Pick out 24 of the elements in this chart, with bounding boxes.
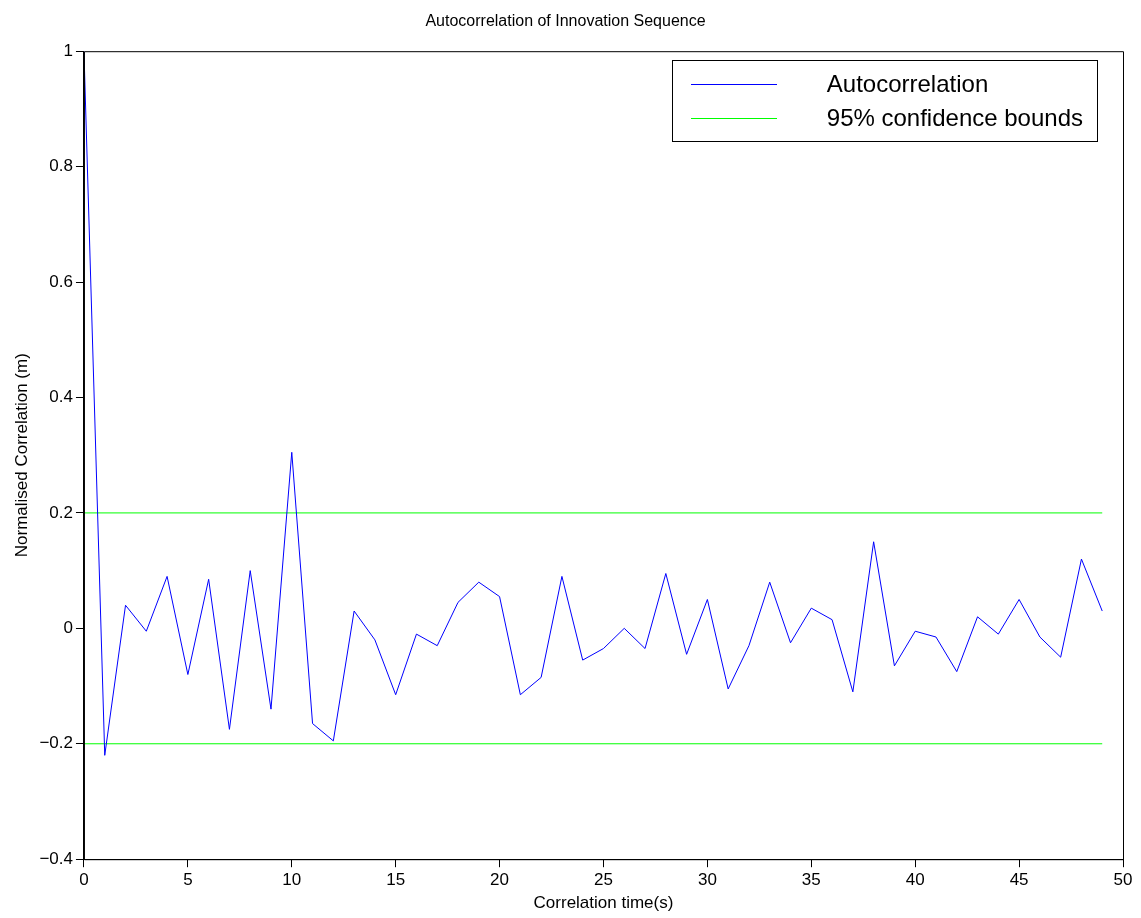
x-tick-label: 50 xyxy=(1113,870,1133,890)
x-tick-label: 35 xyxy=(801,870,821,890)
x-tick-label: 45 xyxy=(1009,870,1029,890)
y-tick-label: 0.8 xyxy=(49,156,73,176)
y-axis-title: Normalised Correlation (m) xyxy=(11,353,31,558)
x-tick-label: 40 xyxy=(905,870,925,890)
x-tick-label: 25 xyxy=(594,870,613,890)
y-tick-label: 0 xyxy=(63,618,73,638)
y-tick-label: −0.4 xyxy=(39,848,73,868)
x-axis-title: Correlation time(s) xyxy=(533,893,674,913)
y-tick-label: 0.4 xyxy=(49,387,73,407)
x-tick-label: 20 xyxy=(490,870,510,890)
x-tick-label: 30 xyxy=(697,870,717,890)
y-tick-label: 0.2 xyxy=(49,502,73,522)
chart-title: Autocorrelation of Innovation Sequence xyxy=(425,12,706,30)
legend-label: Autocorrelation xyxy=(826,70,989,98)
y-tick-label: 1 xyxy=(63,40,73,60)
legend-label: 95% confidence bounds xyxy=(826,104,1083,132)
y-tick-label: −0.2 xyxy=(39,733,73,753)
x-tick-label: 15 xyxy=(386,870,406,890)
x-tick-label: 5 xyxy=(183,870,193,890)
x-tick-label: 0 xyxy=(79,870,89,890)
x-tick-label: 10 xyxy=(282,870,302,890)
y-tick-label: 0.6 xyxy=(49,271,73,291)
